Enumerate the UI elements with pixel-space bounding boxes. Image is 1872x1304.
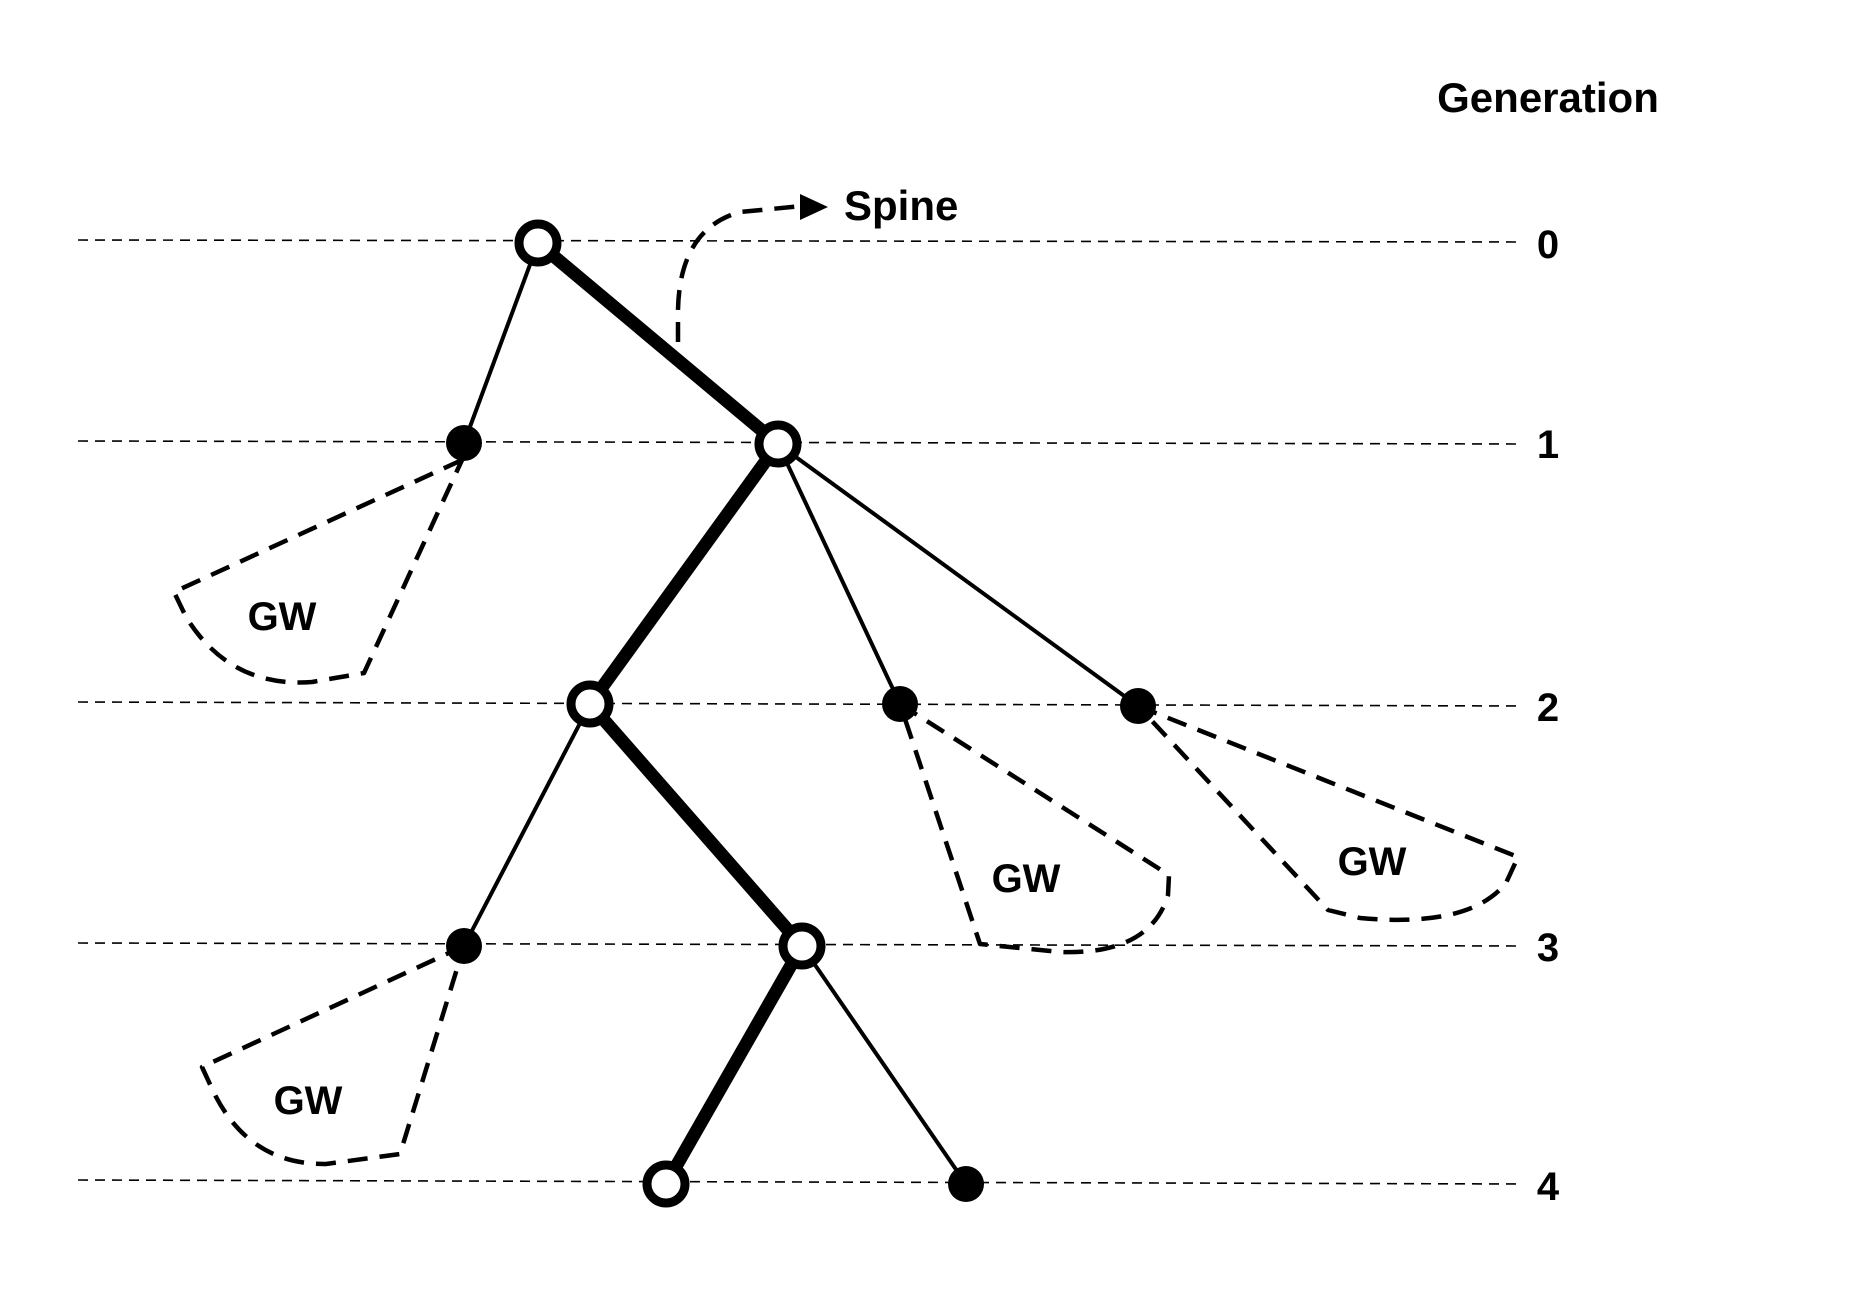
node-n2c bbox=[1120, 688, 1156, 724]
node-n1a bbox=[446, 425, 482, 461]
gw-label-3: GW bbox=[1338, 840, 1407, 884]
gw-label-2: GW bbox=[992, 857, 1061, 901]
generation-numbers: 0 1 2 3 4 bbox=[1537, 223, 1560, 1209]
generation-number-2: 2 bbox=[1537, 686, 1559, 730]
generation-number-0: 0 bbox=[1537, 223, 1559, 267]
edge-s0-n1a bbox=[462, 241, 540, 445]
spine-nodes bbox=[514, 219, 826, 1208]
node-n3a bbox=[446, 928, 482, 964]
edge-s1-n2b bbox=[776, 442, 902, 706]
generation-line-2 bbox=[77, 701, 1523, 707]
spine-edge-1-2 bbox=[583, 437, 785, 711]
regular-nodes bbox=[446, 425, 1156, 1202]
edge-s1-n2c bbox=[776, 442, 1140, 708]
spine-edge-2-3 bbox=[583, 697, 809, 953]
spine-node-4 bbox=[642, 1160, 690, 1208]
node-n2b bbox=[882, 686, 918, 722]
gw-subtree-1 bbox=[171, 457, 465, 685]
spine-arrowhead-icon bbox=[800, 194, 828, 220]
spine-edge-0-1 bbox=[531, 236, 785, 451]
gw-label-4: GW bbox=[274, 1079, 343, 1123]
gw-labels: GW GW GW GW bbox=[248, 595, 1407, 1123]
gw-subtree-4 bbox=[199, 943, 467, 1167]
gw-subtrees bbox=[171, 457, 1521, 1167]
gw-subtree-2 bbox=[897, 702, 1172, 955]
spine-node-0 bbox=[514, 219, 562, 267]
spine-node-2 bbox=[566, 680, 614, 728]
spine-node-3 bbox=[778, 922, 826, 970]
edge-s3-n4b bbox=[800, 944, 968, 1186]
gw-label-1: GW bbox=[248, 595, 317, 639]
generation-number-1: 1 bbox=[1537, 423, 1559, 467]
generation-number-4: 4 bbox=[1537, 1165, 1560, 1209]
spine-label: Spine bbox=[844, 182, 958, 229]
spine-arrow bbox=[675, 203, 803, 342]
spine-edge-3-4 bbox=[659, 939, 809, 1191]
generation-number-3: 3 bbox=[1537, 926, 1559, 970]
edge-s2-n3a bbox=[462, 702, 592, 948]
thin-edges bbox=[462, 241, 1140, 1186]
generation-line-0 bbox=[77, 239, 1523, 243]
generation-line-4 bbox=[77, 1179, 1523, 1185]
generation-header: Generation bbox=[1437, 74, 1659, 121]
spine-edges bbox=[531, 236, 809, 1191]
generation-lines bbox=[77, 239, 1523, 1185]
node-n4b bbox=[948, 1166, 984, 1202]
spine-node-1 bbox=[754, 420, 802, 468]
gw-subtree-3 bbox=[1136, 703, 1521, 923]
